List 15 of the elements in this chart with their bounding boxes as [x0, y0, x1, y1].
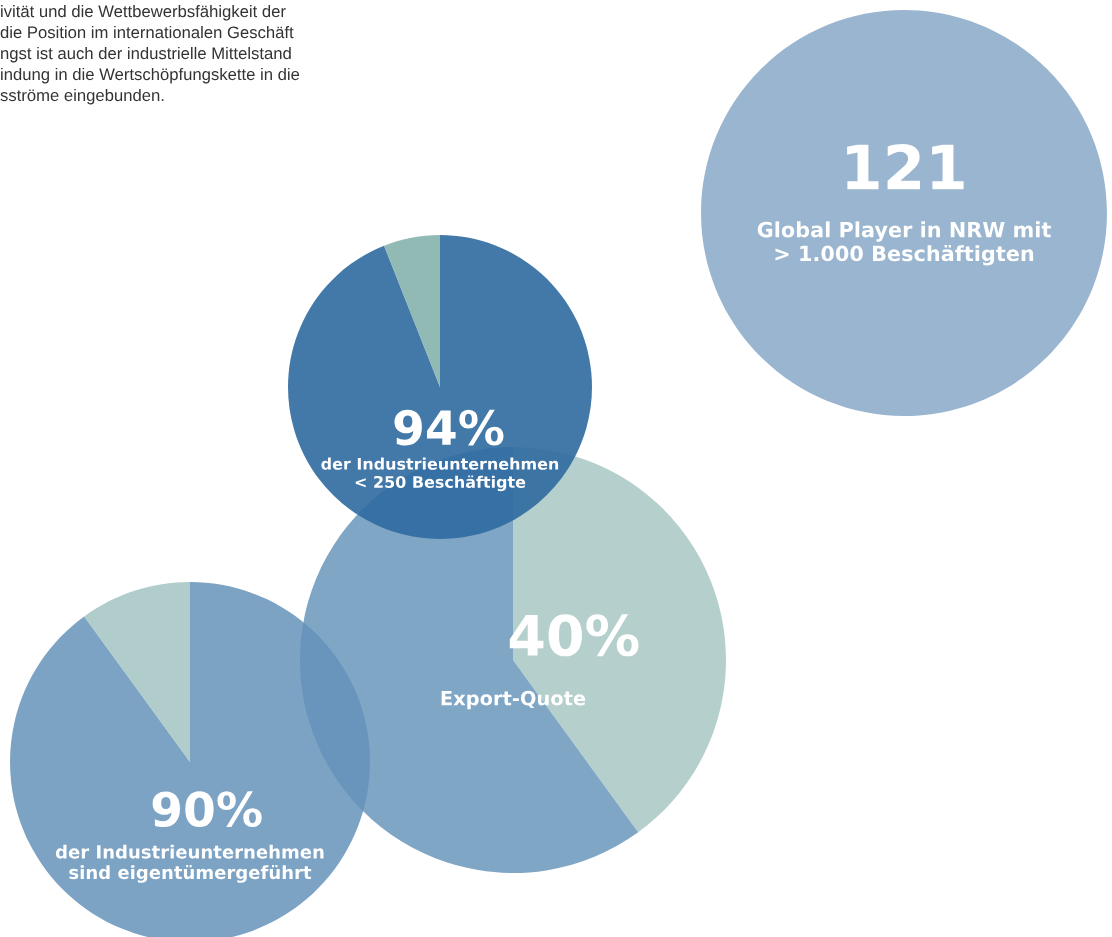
text: Export-Quote — [441, 690, 586, 710]
data-label: 94% — [394, 409, 504, 446]
text: sströme eingebunden. — [0, 88, 164, 105]
text: der Industrieunternehmen < 250 Beschäftigte — [321, 457, 559, 492]
data-label: 40% — [509, 614, 639, 657]
data-label: 90% — [152, 791, 262, 828]
text: der Industrieunternehmen sind eigentümergeführt — [55, 844, 324, 883]
text: 121 — [847, 143, 964, 190]
pie-slice — [288, 235, 592, 539]
text: ngst ist auch der industrielle Mittelstand — [1, 46, 291, 63]
text: Global Player in NRW mit > 1.000 Beschäftigten — [757, 221, 1051, 266]
text: ivität und die Wettbewerbsfähigkeit der — [1, 5, 286, 21]
pie-slice — [384, 235, 440, 387]
text: die Position im internationalen Geschäft — [0, 25, 294, 39]
text: indung in die Wertschöpfungskette in die — [1, 67, 300, 84]
